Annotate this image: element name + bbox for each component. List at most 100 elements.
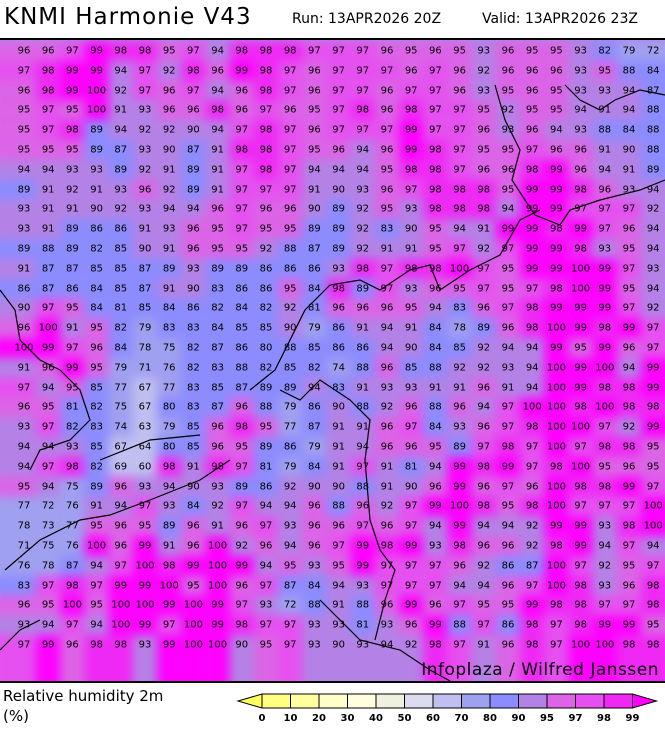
grid-value: 97 <box>41 421 55 433</box>
grid-value: 96 <box>138 184 152 196</box>
grid-value: 100 <box>87 540 107 552</box>
grid-value: 97 <box>453 599 466 611</box>
grid-value: 87 <box>308 243 321 255</box>
grid-value: 84 <box>308 283 321 295</box>
grid-value: 99 <box>66 362 79 374</box>
grid-value: 97 <box>187 45 200 57</box>
grid-value: 95 <box>453 45 466 57</box>
grid-value: 90 <box>187 124 200 136</box>
grid-value: 97 <box>622 599 636 611</box>
legend-swatch <box>489 693 519 709</box>
grid-value: 100 <box>546 362 566 374</box>
grid-value: 99 <box>453 520 466 532</box>
grid-value: 95 <box>235 441 249 453</box>
grid-value: 94 <box>41 164 55 176</box>
grid-value: 93 <box>380 382 394 394</box>
grid-value: 81 <box>308 302 321 314</box>
grid-value: 91 <box>404 243 418 255</box>
grid-value: 72 <box>646 45 660 57</box>
grid-value: 83 <box>90 421 103 433</box>
grid-value: 97 <box>501 401 515 413</box>
grid-value: 98 <box>574 619 587 631</box>
grid-value: 96 <box>501 164 515 176</box>
grid-value: 75 <box>41 540 55 552</box>
grid-value: 88 <box>356 362 370 374</box>
grid-value: 97 <box>501 243 515 255</box>
grid-value: 94 <box>646 184 660 196</box>
grid-value: 98 <box>332 283 345 295</box>
grid-value: 77 <box>283 421 297 433</box>
legend-swatch <box>375 693 405 709</box>
grid-value: 97 <box>41 124 55 136</box>
grid-value: 97 <box>477 283 491 295</box>
grid-value: 96 <box>404 441 418 453</box>
grid-value: 94 <box>598 540 612 552</box>
grid-value: 79 <box>138 322 152 334</box>
grid-value: 96 <box>380 85 394 97</box>
grid-value: 98 <box>66 124 79 136</box>
grid-value: 94 <box>525 382 539 394</box>
legend-swatch <box>404 693 434 709</box>
grid-value: 78 <box>453 322 466 334</box>
grid-value: 93 <box>308 619 321 631</box>
grid-value: 93 <box>356 184 370 196</box>
grid-value: 84 <box>90 283 103 295</box>
grid-value: 98 <box>574 184 587 196</box>
grid-value: 96 <box>380 599 394 611</box>
grid-value: 100 <box>546 560 566 572</box>
grid-value: 96 <box>501 639 515 651</box>
grid-value: 96 <box>235 580 249 592</box>
legend-swatch <box>461 693 491 709</box>
grid-value: 92 <box>114 85 128 97</box>
grid-value: 91 <box>380 461 394 473</box>
grid-value: 100 <box>595 639 615 651</box>
grid-value: 90 <box>283 322 297 334</box>
grid-value: 79 <box>162 421 176 433</box>
grid-value: 98 <box>211 461 224 473</box>
grid-value: 94 <box>646 540 660 552</box>
grid-value: 91 <box>477 639 491 651</box>
grid-value: 97 <box>332 45 345 57</box>
grid-value: 97 <box>477 619 491 631</box>
grid-value: 92 <box>356 243 370 255</box>
grid-value: 98 <box>598 322 612 334</box>
grid-value: 75 <box>114 401 128 413</box>
grid-value: 97 <box>41 302 55 314</box>
grid-value: 85 <box>211 382 224 394</box>
grid-value: 100 <box>571 421 591 433</box>
grid-value: 78 <box>138 342 152 354</box>
grid-value: 95 <box>66 144 79 156</box>
grid-value: 90 <box>308 481 321 493</box>
grid-value: 99 <box>404 599 418 611</box>
grid-value: 81 <box>66 401 79 413</box>
grid-value: 87 <box>646 85 660 97</box>
grid-value: 94 <box>380 342 394 354</box>
grid-value: 95 <box>259 639 273 651</box>
grid-value: 91 <box>162 164 176 176</box>
grid-value: 97 <box>380 124 394 136</box>
grid-value: 99 <box>646 382 660 394</box>
grid-value: 99 <box>646 421 660 433</box>
grid-value: 96 <box>380 421 394 433</box>
grid-value: 96 <box>429 283 442 295</box>
grid-value: 95 <box>501 500 515 512</box>
grid-value: 98 <box>453 540 466 552</box>
grid-value: 98 <box>550 283 563 295</box>
grid-value: 92 <box>646 302 660 314</box>
grid-value: 97 <box>501 302 515 314</box>
grid-value: 90 <box>332 401 345 413</box>
grid-value: 91 <box>308 184 321 196</box>
grid-value: 96 <box>380 184 394 196</box>
grid-value: 99 <box>138 619 152 631</box>
grid-value: 99 <box>574 302 587 314</box>
grid-value: 82 <box>187 362 200 374</box>
grid-value: 97 <box>356 45 370 57</box>
grid-value: 93 <box>356 639 370 651</box>
grid-value: 93 <box>574 124 587 136</box>
grid-value: 95 <box>283 283 297 295</box>
grid-value: 95 <box>308 104 321 116</box>
grid-value: 85 <box>114 283 128 295</box>
grid-value: 90 <box>187 481 200 493</box>
grid-value: 86 <box>283 263 297 275</box>
grid-value: 96 <box>404 401 418 413</box>
